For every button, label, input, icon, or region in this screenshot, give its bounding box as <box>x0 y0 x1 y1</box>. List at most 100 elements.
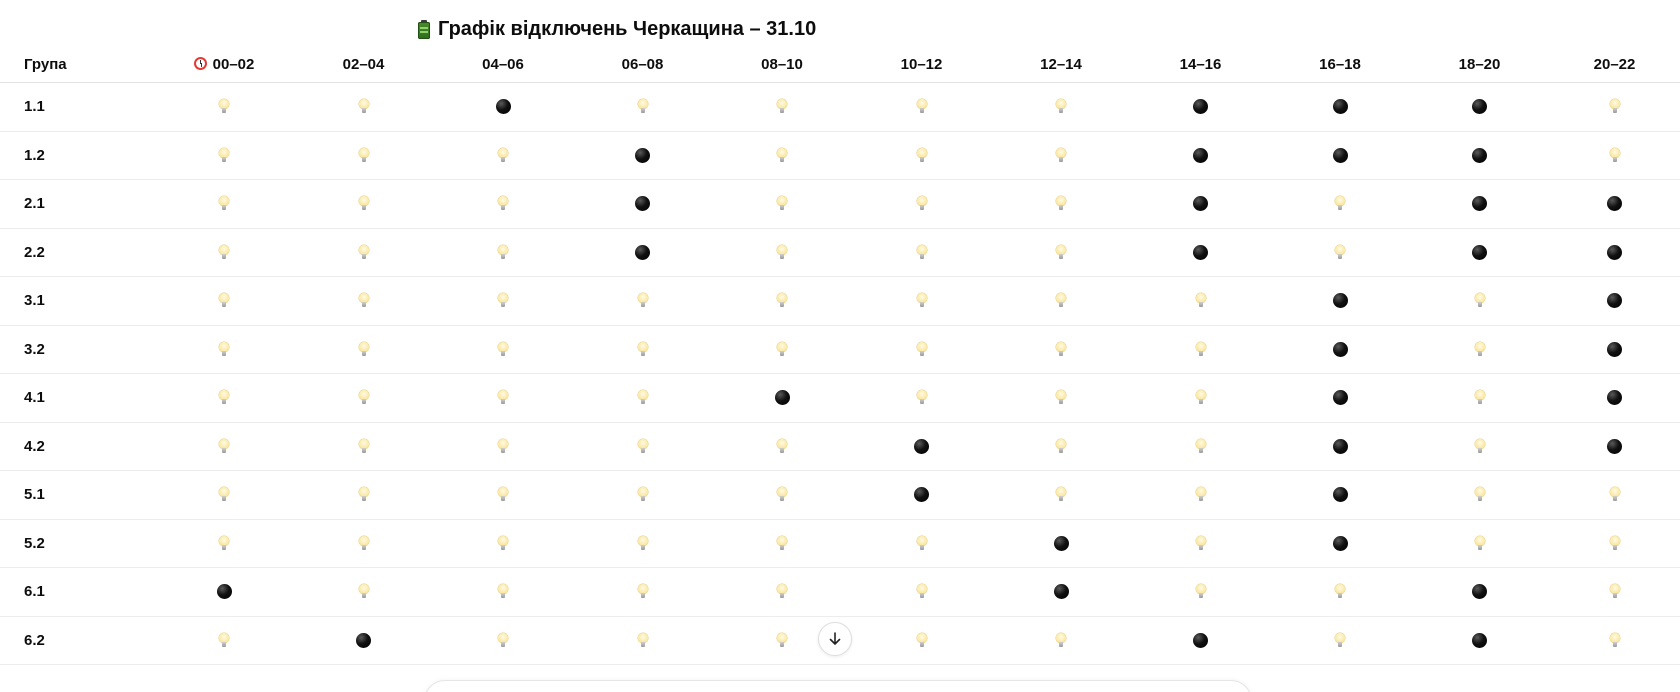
black-circle-icon <box>914 438 929 454</box>
group-label: 4.1 <box>0 373 154 423</box>
light-bulb-icon <box>1474 535 1485 551</box>
slot-cell <box>294 422 433 471</box>
slot-cell <box>1410 422 1549 471</box>
light-bulb-icon <box>498 487 508 502</box>
slot-cell <box>1131 373 1270 423</box>
black-circle-icon <box>1607 196 1622 212</box>
time-slot-header: 14–16 <box>1131 47 1270 83</box>
light-bulb-icon <box>1195 390 1206 405</box>
message-composer[interactable] <box>424 680 1252 692</box>
light-bulb-icon <box>219 147 229 163</box>
slot-cell <box>712 470 852 520</box>
slot-cell <box>1131 276 1270 326</box>
light-bulb-icon <box>219 390 229 405</box>
slot-cell <box>852 131 991 180</box>
slot-cell <box>1549 82 1680 132</box>
light-bulb-icon <box>777 196 787 211</box>
light-bulb-icon <box>777 244 787 260</box>
slot-cell <box>1131 131 1270 180</box>
slot-cell <box>154 470 294 520</box>
black-circle-icon <box>1053 535 1069 551</box>
black-circle-icon <box>914 487 929 503</box>
slot-cell <box>1549 179 1680 229</box>
light-bulb-icon <box>219 632 229 648</box>
light-bulb-icon <box>916 244 927 260</box>
light-bulb-icon <box>358 147 369 163</box>
slot-cell <box>154 228 294 277</box>
scroll-down-button[interactable] <box>818 622 852 656</box>
slot-cell <box>991 131 1131 180</box>
schedule-title: Графік відключень Черкащина – 31.10 <box>418 14 816 44</box>
slot-cell <box>433 325 573 374</box>
slot-cell <box>294 131 433 180</box>
light-bulb-icon <box>777 487 787 502</box>
slot-cell <box>573 616 712 665</box>
light-bulb-icon <box>219 99 229 114</box>
light-bulb-icon <box>1195 438 1206 454</box>
black-circle-icon <box>1332 293 1348 309</box>
slot-cell <box>1270 179 1410 229</box>
slot-cell <box>1410 276 1549 326</box>
slot-cell <box>1549 325 1680 374</box>
table-row: 5.1 <box>0 470 1680 520</box>
time-slot-header: 10–12 <box>852 47 991 83</box>
slot-cell <box>712 131 852 180</box>
table-row: 6.1 <box>0 567 1680 617</box>
slot-cell <box>1270 325 1410 374</box>
black-circle-icon <box>1332 99 1348 115</box>
slot-cell <box>1549 422 1680 471</box>
light-bulb-icon <box>1609 632 1620 648</box>
light-bulb-icon <box>1609 99 1620 114</box>
time-slot-header: 16–18 <box>1270 47 1410 83</box>
slot-cell <box>1549 373 1680 423</box>
light-bulb-icon <box>498 390 508 405</box>
table-row: 4.2 <box>0 422 1680 471</box>
black-circle-icon <box>1472 244 1487 260</box>
light-bulb-icon <box>1195 293 1206 308</box>
light-bulb-icon <box>777 341 787 357</box>
light-bulb-icon <box>219 293 229 308</box>
light-bulb-icon <box>1195 487 1206 502</box>
slot-cell <box>1549 519 1680 568</box>
slot-cell <box>1270 567 1410 617</box>
table-row: 2.2 <box>0 228 1680 277</box>
slot-cell <box>991 179 1131 229</box>
slot-cell <box>154 422 294 471</box>
slot-cell <box>294 519 433 568</box>
slot-cell <box>1131 82 1270 132</box>
light-bulb-icon <box>1609 147 1620 163</box>
slot-cell <box>1131 228 1270 277</box>
light-bulb-icon <box>637 438 648 454</box>
slot-cell <box>154 82 294 132</box>
group-label: 2.2 <box>0 228 154 277</box>
slot-cell <box>1270 373 1410 423</box>
black-circle-icon <box>1332 438 1348 454</box>
group-label: 5.2 <box>0 519 154 568</box>
time-slot-header: 04–06 <box>433 47 573 83</box>
slot-cell <box>294 373 433 423</box>
time-slot-header: 20–22 <box>1549 47 1680 83</box>
light-bulb-icon <box>637 99 648 114</box>
slot-cell <box>1270 276 1410 326</box>
slot-cell <box>1131 616 1270 665</box>
slot-cell <box>154 373 294 423</box>
light-bulb-icon <box>498 196 508 211</box>
light-bulb-icon <box>498 438 508 454</box>
black-circle-icon <box>1193 196 1208 212</box>
black-circle-icon <box>1472 147 1487 163</box>
black-circle-icon <box>1472 632 1487 648</box>
slot-cell <box>154 519 294 568</box>
slot-cell <box>1270 82 1410 132</box>
light-bulb-icon <box>1056 487 1066 502</box>
light-bulb-icon <box>498 147 508 163</box>
group-label: 2.1 <box>0 179 154 229</box>
light-bulb-icon <box>219 244 229 260</box>
slot-cell <box>852 422 991 471</box>
slot-cell <box>712 519 852 568</box>
light-bulb-icon <box>1474 438 1485 454</box>
light-bulb-icon <box>777 438 787 454</box>
black-circle-icon <box>495 99 511 115</box>
slot-cell <box>433 373 573 423</box>
black-circle-icon <box>635 196 650 212</box>
black-circle-icon <box>1332 341 1348 357</box>
